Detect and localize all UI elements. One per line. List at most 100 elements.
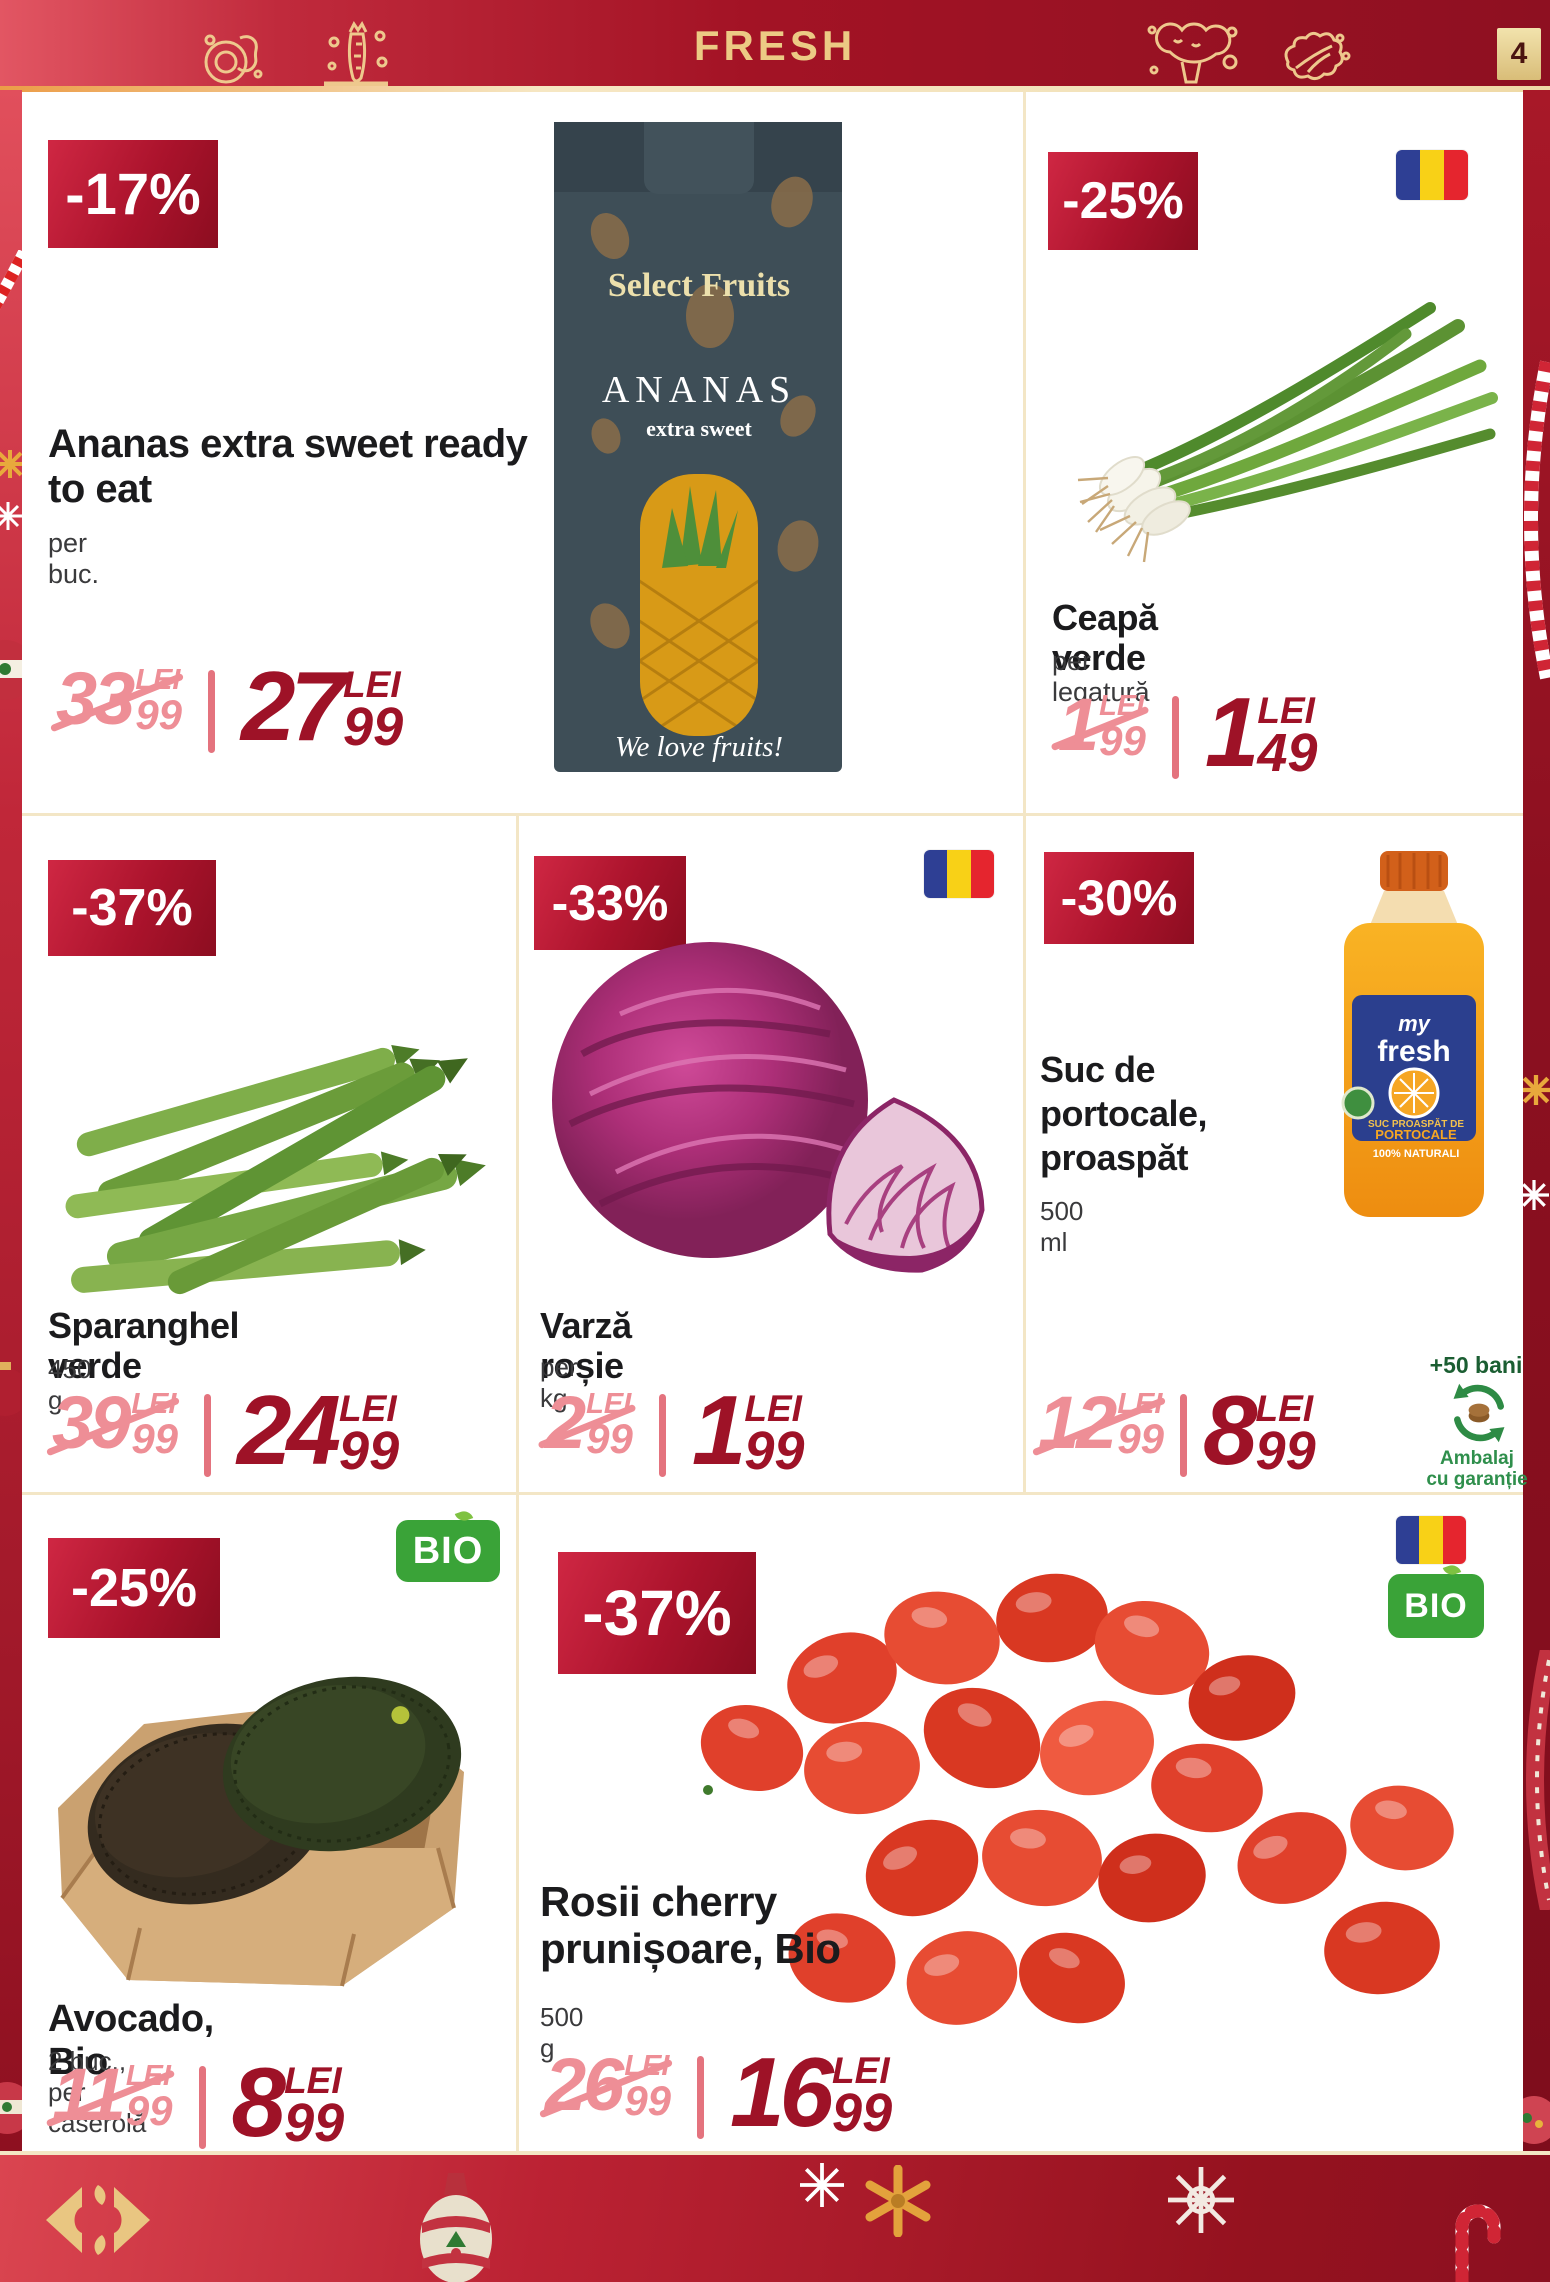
old-price-dec: 99 (1117, 1415, 1165, 1462)
old-price: 26 LEI 99 (545, 2043, 671, 2126)
old-price-int: 11 (52, 2053, 126, 2136)
old-price-int: 1 (1058, 683, 1099, 766)
discount-badge: -25% (48, 1538, 220, 1638)
candy-rope-icon (0, 250, 22, 310)
ornament-icon (0, 2082, 22, 2134)
discount-badge: -37% (48, 860, 216, 956)
new-price: 8 LEI 99 (232, 2053, 345, 2153)
new-price-int: 16 (730, 2037, 834, 2147)
carrefour-logo (46, 2185, 150, 2255)
product-title: Varză roșie (540, 1305, 632, 1387)
column-separator (516, 816, 519, 1492)
column-separator (1023, 92, 1026, 813)
new-price-int: 1 (691, 1375, 746, 1485)
discount-badge: -33% (534, 856, 686, 950)
old-price-int: 33 (56, 657, 135, 740)
snowflake-icon (1523, 1180, 1549, 1210)
romania-flag-icon (1396, 150, 1468, 200)
bio-badge: BIO (396, 1508, 500, 1582)
product-title: Ananas extra sweet ready to eat (48, 422, 528, 511)
new-price: 24 LEI 99 (237, 1381, 400, 1481)
product-unit: per buc. (48, 528, 100, 589)
price-block: 11 LEI 99 8 LEI 99 (52, 2053, 345, 2153)
old-price: 33 LEI 99 (56, 657, 183, 740)
price-block: 2 LEI 99 1 LEI 99 (545, 1375, 805, 1485)
new-price: 16 LEI 99 (730, 2037, 893, 2147)
snowflake-icon (800, 2163, 844, 2207)
column-separator (516, 1495, 519, 2152)
old-price-dec: 99 (1099, 717, 1146, 764)
product-title: Rosii cherry prunișoare, Bio (540, 1878, 841, 1973)
deposit-label-line2: cu garanție (1426, 1469, 1528, 1491)
header-divider (0, 86, 1550, 92)
old-price-dec: 99 (135, 691, 183, 738)
row-separator (22, 1492, 1523, 1495)
recycle-icon (1446, 1380, 1512, 1451)
new-price-int: 8 (1203, 1375, 1257, 1485)
bottle-label-line1: SUC PROASPĂT DE (1368, 1117, 1464, 1130)
new-price-dec: 49 (1257, 723, 1318, 783)
deposit-label-line1: Ambalaj (1440, 1448, 1514, 1469)
old-price: 11 LEI 99 (52, 2053, 173, 2136)
new-price-currency: LEI (284, 2060, 342, 2101)
new-price-int: 1 (1204, 677, 1259, 787)
old-price: 39 LEI 99 (52, 1385, 178, 1459)
right-decor-band (1523, 90, 1550, 2155)
old-price-dec: 99 (125, 2087, 173, 2134)
new-price-dec: 99 (339, 1421, 400, 1481)
snowflake-icon (1168, 2167, 1234, 2233)
new-price: 1 LEI 99 (691, 1375, 805, 1485)
product-title: Suc de portocale, proaspăt (1040, 1049, 1208, 1178)
snowflake-icon (0, 502, 22, 530)
bottle-brand-line1: my (1398, 1011, 1432, 1036)
new-price-dec: 99 (284, 2093, 345, 2153)
discount-badge: -25% (1048, 152, 1198, 250)
product-image-green-onions (1050, 238, 1512, 579)
new-price-currency: LEI (744, 1388, 802, 1429)
lettuce-icon (1284, 31, 1351, 81)
carrot-icon (324, 21, 388, 87)
product-image-red-cabbage (530, 904, 1016, 1305)
price-divider (1180, 1394, 1188, 1477)
old-price-int: 26 (545, 2043, 624, 2126)
tomatoes-icon (204, 34, 263, 84)
price-divider (198, 2066, 206, 2149)
new-price-dec: 99 (832, 2083, 893, 2143)
gold-star-icon (0, 450, 22, 478)
price-divider (204, 1394, 212, 1477)
new-price-dec: 99 (1255, 1421, 1316, 1481)
deposit-bonus: +50 bani (1429, 1352, 1523, 1378)
discount-badge: -30% (1044, 852, 1194, 944)
new-price: 1 LEI 49 (1204, 677, 1318, 787)
new-price-currency: LEI (1257, 690, 1315, 731)
new-price-dec: 99 (744, 1421, 805, 1481)
star-anise-icon (865, 2165, 931, 2237)
discount-badge: -17% (48, 140, 218, 248)
bio-label: BIO (1404, 1586, 1468, 1625)
candy-rope-icon (1524, 360, 1550, 680)
bauble-icon (0, 1362, 20, 1416)
knit-texture-icon (1526, 1650, 1550, 1910)
new-price-int: 27 (241, 651, 345, 761)
knit-ornament-icon (0, 640, 22, 700)
footer-divider (0, 2151, 1550, 2156)
price-divider (208, 670, 216, 753)
discount-badge: -37% (558, 1552, 756, 1674)
old-price: 2 LEI 99 (545, 1381, 633, 1464)
price-block: 39 LEI 99 24 LEI 99 (52, 1381, 400, 1481)
page-title: FRESH (693, 22, 857, 69)
new-price-currency: LEI (1255, 1388, 1314, 1429)
box-brand-text: Select Fruits (608, 267, 790, 304)
box-sub-text: extra sweet (646, 416, 752, 441)
old-price-int: 2 (545, 1381, 586, 1464)
row-separator (22, 813, 1523, 816)
column-separator (1023, 816, 1026, 1492)
price-block: 12 LEI 99 8 LEI 99 (1038, 1375, 1316, 1485)
romania-flag-icon (1396, 1516, 1466, 1564)
new-price-dec: 99 (343, 697, 404, 757)
bottle-brand-line2: fresh (1377, 1035, 1450, 1068)
product-image-pineapple-box: Select Fruits ANANAS extra sweet (540, 106, 858, 787)
price-divider (697, 2056, 705, 2139)
bottle-label-line3: 100% NATURALI (1373, 1148, 1460, 1160)
